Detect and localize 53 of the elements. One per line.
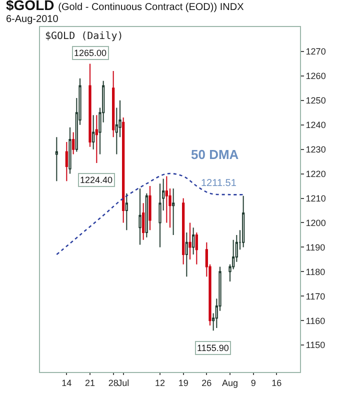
x-tick-label: Jul — [118, 378, 130, 388]
candlestick — [172, 188, 175, 236]
candlestick — [195, 232, 198, 265]
annotation: 1224.40 — [80, 175, 113, 185]
candlestick — [148, 186, 152, 231]
y-tick-label: 1150 — [306, 340, 326, 350]
y-tick-label: 1250 — [306, 96, 326, 106]
x-tick-label: 21 — [84, 378, 96, 388]
candlestick — [122, 117, 125, 224]
annotation: 1155.90 — [197, 343, 229, 353]
y-tick-label: 1240 — [306, 120, 326, 130]
y-tick-label: 1160 — [306, 316, 326, 326]
candlestick — [72, 132, 75, 155]
x-tick-label: 28 — [108, 378, 118, 388]
candlestick — [145, 192, 148, 238]
series-label: 50 DMA — [191, 147, 240, 162]
y-tick-label: 1220 — [306, 168, 326, 179]
candlestick — [142, 202, 145, 240]
candlestick — [65, 142, 68, 182]
candlestick — [92, 114, 95, 150]
line-series — [56, 172, 244, 256]
candlestick — [95, 114, 98, 164]
annotation: 1211.51 — [201, 178, 237, 189]
x-tick-label: Aug — [222, 378, 238, 388]
annotation: $GOLD (Daily) — [45, 31, 124, 42]
chart-subtitle: 6-Aug-2010 — [6, 14, 59, 25]
y-tick-label: 1170 — [306, 291, 326, 302]
candlestick — [165, 176, 168, 224]
y-tick-label: 1230 — [306, 144, 326, 154]
candlestick — [88, 63, 92, 148]
x-tick-label: 12 — [154, 378, 166, 388]
y-tick-label: 1260 — [306, 71, 326, 82]
candlestick — [242, 195, 245, 248]
candlestick — [188, 222, 192, 260]
candlestick — [185, 232, 188, 278]
candlestick — [68, 126, 72, 174]
candlestick — [138, 188, 142, 246]
candlestick — [182, 198, 185, 265]
candlestick — [125, 192, 128, 231]
y-tick-label: 1190 — [306, 242, 326, 252]
x-tick-label: 19 — [178, 378, 188, 388]
candlestick — [112, 70, 115, 138]
x-tick-label: 26 — [202, 378, 212, 388]
y-tick-label: 1180 — [306, 266, 326, 277]
candlestick — [192, 227, 195, 256]
annotation: 1265.00 — [74, 48, 107, 58]
y-tick-label: 1270 — [306, 46, 326, 57]
y-tick-label: 1210 — [306, 193, 326, 204]
x-tick-label: 14 — [62, 378, 72, 388]
x-tick-label: 16 — [272, 378, 282, 388]
y-tick-label: 1200 — [306, 218, 326, 228]
candlestick — [55, 136, 58, 182]
x-tick-label: 9 — [250, 378, 256, 388]
